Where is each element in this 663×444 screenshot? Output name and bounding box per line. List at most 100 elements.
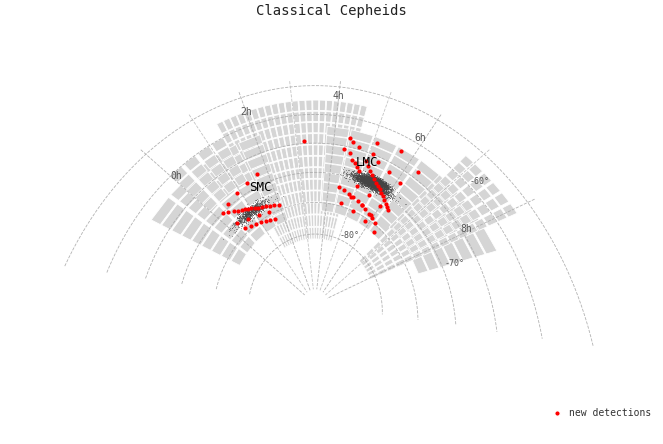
Point bbox=[361, 183, 371, 190]
Point bbox=[235, 215, 245, 222]
Point bbox=[375, 182, 385, 189]
Point bbox=[361, 174, 372, 181]
Point bbox=[371, 178, 381, 185]
Point bbox=[375, 187, 386, 194]
Point bbox=[387, 193, 397, 200]
Point bbox=[367, 181, 378, 188]
Point bbox=[369, 185, 380, 192]
Point bbox=[367, 180, 377, 187]
Point bbox=[348, 171, 359, 178]
Point bbox=[368, 180, 379, 187]
Point bbox=[238, 211, 249, 218]
Point bbox=[383, 188, 393, 195]
Point bbox=[357, 177, 367, 184]
Point bbox=[370, 177, 381, 184]
Point bbox=[375, 179, 386, 186]
Point bbox=[252, 201, 263, 208]
Point bbox=[363, 175, 374, 182]
Point bbox=[363, 176, 373, 183]
Point bbox=[355, 175, 365, 182]
Point bbox=[359, 178, 370, 185]
Point bbox=[369, 178, 380, 186]
Point bbox=[362, 175, 373, 182]
Point bbox=[365, 178, 376, 185]
Point bbox=[241, 219, 252, 226]
Point bbox=[371, 184, 381, 191]
Point bbox=[376, 185, 387, 192]
Point bbox=[361, 180, 372, 187]
Point bbox=[369, 176, 379, 183]
Point bbox=[383, 192, 394, 199]
Point bbox=[377, 178, 387, 185]
Point bbox=[377, 182, 388, 189]
Point bbox=[361, 176, 372, 183]
Point bbox=[364, 177, 375, 184]
Point bbox=[355, 177, 365, 184]
Point bbox=[375, 176, 386, 183]
Point bbox=[249, 205, 259, 212]
Point bbox=[377, 190, 387, 197]
Point bbox=[369, 182, 379, 189]
Point bbox=[363, 170, 374, 177]
Point bbox=[249, 206, 260, 214]
Point bbox=[365, 176, 375, 183]
Point bbox=[252, 200, 263, 207]
Point bbox=[249, 209, 260, 216]
Point bbox=[359, 176, 369, 183]
Point bbox=[363, 179, 373, 186]
Point bbox=[365, 174, 375, 182]
Point bbox=[378, 193, 389, 200]
Point bbox=[360, 176, 371, 183]
Point bbox=[252, 206, 263, 213]
Point bbox=[347, 175, 358, 182]
Point bbox=[245, 202, 255, 210]
Point bbox=[375, 177, 385, 184]
Point bbox=[359, 178, 370, 185]
Point bbox=[371, 184, 382, 191]
Point bbox=[367, 189, 378, 196]
Point bbox=[360, 178, 371, 185]
Point bbox=[370, 178, 381, 186]
Point bbox=[369, 179, 379, 186]
Point bbox=[367, 179, 378, 186]
Point bbox=[354, 174, 365, 181]
Point bbox=[232, 219, 243, 226]
Point bbox=[353, 173, 364, 180]
Point bbox=[369, 186, 379, 193]
Point bbox=[375, 177, 385, 184]
Point bbox=[372, 181, 383, 188]
Point bbox=[377, 181, 388, 188]
Point bbox=[380, 179, 391, 186]
Point bbox=[374, 180, 385, 187]
Point bbox=[374, 182, 385, 190]
Point bbox=[380, 179, 391, 186]
Point bbox=[375, 179, 385, 186]
Point bbox=[365, 178, 376, 186]
Point bbox=[377, 179, 388, 186]
Point bbox=[233, 219, 243, 226]
Point bbox=[365, 172, 376, 179]
Point bbox=[359, 182, 370, 190]
Point bbox=[249, 210, 260, 217]
Point bbox=[367, 178, 377, 185]
Point bbox=[382, 186, 392, 193]
Point bbox=[351, 179, 362, 186]
Point bbox=[375, 184, 386, 191]
Point bbox=[367, 174, 378, 182]
Point bbox=[245, 210, 256, 218]
Point bbox=[347, 169, 358, 176]
Point bbox=[345, 169, 356, 176]
Point bbox=[362, 178, 373, 185]
Point bbox=[367, 179, 378, 186]
Point bbox=[355, 174, 365, 181]
Point bbox=[379, 190, 390, 197]
Point bbox=[361, 176, 372, 183]
Point bbox=[378, 181, 389, 188]
Point bbox=[371, 177, 382, 184]
Point bbox=[259, 199, 269, 206]
Point bbox=[357, 179, 368, 186]
Point bbox=[366, 179, 377, 186]
Point bbox=[366, 185, 377, 192]
Point bbox=[253, 210, 264, 217]
Point bbox=[241, 213, 252, 220]
